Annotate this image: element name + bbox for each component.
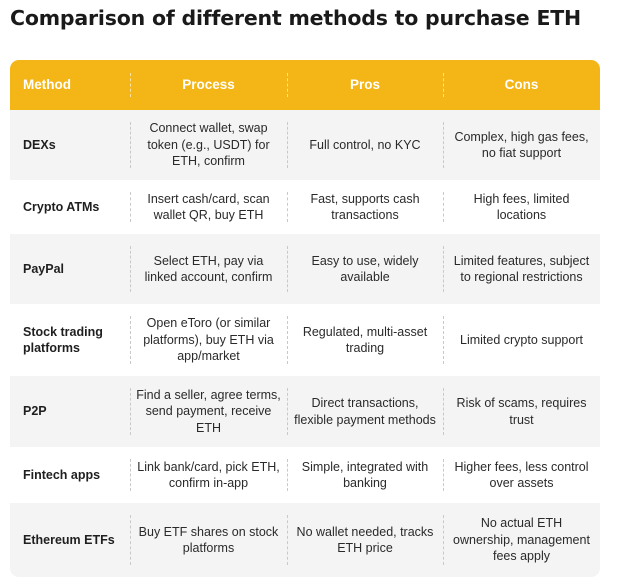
method-cell: P2P: [23, 404, 47, 419]
process-cell: Select ETH, pay via linked account, conf…: [130, 234, 287, 304]
comparison-table: Method Process Pros Cons DEXs Connect wa…: [10, 60, 600, 577]
process-cell: Insert cash/card, scan wallet QR, buy ET…: [130, 180, 287, 234]
process-cell: Buy ETF shares on stock platforms: [130, 503, 287, 577]
cons-cell: Complex, high gas fees, no fiat support: [443, 110, 600, 180]
cons-cell: Higher fees, less control over assets: [443, 447, 600, 503]
method-cell: Crypto ATMs: [23, 199, 100, 214]
table-row: P2P Find a seller, agree terms, send pay…: [10, 376, 600, 447]
pros-cell: Fast, supports cash transactions: [287, 180, 443, 234]
table-row: Ethereum ETFs Buy ETF shares on stock pl…: [10, 503, 600, 577]
header-pros: Pros: [287, 60, 443, 110]
method-cell: PayPal: [23, 261, 65, 276]
table-row: PayPal Select ETH, pay via linked accoun…: [10, 234, 600, 304]
pros-cell: Simple, integrated with banking: [287, 447, 443, 503]
cons-cell: Limited crypto support: [443, 304, 600, 376]
table-row: Stock trading platforms Open eToro (or s…: [10, 304, 600, 376]
process-cell: Connect wallet, swap token (e.g., USDT) …: [130, 110, 287, 180]
cons-cell: Risk of scams, requires trust: [443, 376, 600, 447]
pros-cell: Easy to use, widely available: [287, 234, 443, 304]
process-cell: Find a seller, agree terms, send payment…: [130, 376, 287, 447]
pros-cell: No wallet needed, tracks ETH price: [287, 503, 443, 577]
table-row: Crypto ATMs Insert cash/card, scan walle…: [10, 180, 600, 234]
method-cell: Fintech apps: [23, 467, 101, 482]
method-cell: Stock trading platforms: [23, 324, 103, 356]
table-row: DEXs Connect wallet, swap token (e.g., U…: [10, 110, 600, 180]
page-title: Comparison of different methods to purch…: [10, 6, 581, 30]
cons-cell: Limited features, subject to regional re…: [443, 234, 600, 304]
method-cell: DEXs: [23, 137, 56, 152]
table-row: Fintech apps Link bank/card, pick ETH, c…: [10, 447, 600, 503]
cons-cell: No actual ETH ownership, management fees…: [443, 503, 600, 577]
pros-cell: Direct transactions, flexible payment me…: [287, 376, 443, 447]
process-cell: Link bank/card, pick ETH, confirm in-app: [130, 447, 287, 503]
pros-cell: Regulated, multi-asset trading: [287, 304, 443, 376]
pros-cell: Full control, no KYC: [287, 110, 443, 180]
header-method: Method: [23, 76, 71, 92]
header-cons: Cons: [443, 60, 600, 110]
process-cell: Open eToro (or similar platforms), buy E…: [130, 304, 287, 376]
table-header-row: Method Process Pros Cons: [10, 60, 600, 110]
method-cell: Ethereum ETFs: [23, 532, 115, 547]
header-process: Process: [130, 60, 287, 110]
cons-cell: High fees, limited locations: [443, 180, 600, 234]
